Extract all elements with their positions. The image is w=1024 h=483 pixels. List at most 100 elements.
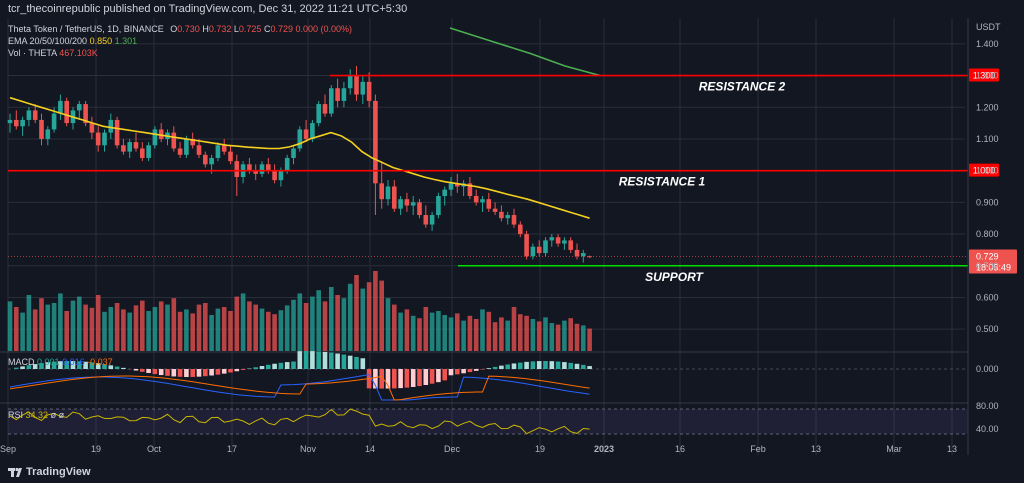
- volume-bar: [455, 313, 460, 351]
- macd-histogram-bar: [196, 369, 202, 377]
- level-price-badge: [969, 68, 999, 82]
- candle-body: [423, 215, 429, 225]
- candle-body: [511, 215, 517, 225]
- candle-body: [89, 123, 95, 133]
- rsi-pane: 80.00 40.00: [0, 401, 999, 435]
- volume-bar: [530, 319, 536, 351]
- volume-bar: [291, 299, 296, 351]
- volume-bar: [297, 293, 303, 351]
- macd-histogram-bar: [26, 365, 32, 369]
- price-tick-label: 1.400: [976, 39, 999, 49]
- level-label: RESISTANCE 2: [699, 80, 786, 94]
- macd-histogram-bar: [436, 369, 441, 383]
- volume-bar: [417, 318, 422, 351]
- volume-bar: [20, 312, 25, 351]
- volume-bar: [247, 301, 252, 351]
- price-tick-label: 1.300: [976, 71, 999, 81]
- volume-bar: [259, 308, 265, 351]
- macd-histogram-bar: [228, 369, 233, 373]
- candle-body: [209, 157, 214, 165]
- candle-body: [39, 119, 44, 139]
- macd-histogram-bar: [480, 369, 485, 370]
- candle-body: [158, 129, 164, 139]
- macd-histogram-bar: [14, 367, 19, 369]
- time-tick-label: Dec: [444, 444, 461, 454]
- candle-body: [58, 100, 63, 114]
- macd-histogram-bar: [379, 369, 384, 389]
- macd-histogram-bar: [536, 361, 542, 369]
- volume-bar: [581, 325, 586, 351]
- volume-bar: [404, 309, 410, 351]
- candle-body: [574, 249, 580, 257]
- macd-histogram-bar: [291, 361, 296, 369]
- candle-body: [146, 145, 151, 158]
- macd-histogram-bar: [505, 364, 510, 369]
- candle-body: [203, 154, 208, 165]
- macd-histogram-bar: [278, 362, 284, 369]
- ema-value-1: 0.850: [89, 36, 113, 46]
- macd-histogram-bar: [102, 364, 107, 369]
- publish-text: tcr_thecoinrepublic published on Trading…: [8, 3, 408, 15]
- candles: [7, 66, 592, 263]
- candle-body: [467, 183, 473, 197]
- volume-bar: [133, 305, 139, 351]
- volume-bar: [347, 283, 353, 351]
- macd-value-3: -0.037: [87, 357, 113, 367]
- volume-bar: [587, 328, 592, 351]
- candle-body: [310, 123, 315, 139]
- ema-legend: EMA 20/50/100/200 0.850 1.301: [8, 36, 137, 47]
- macd-histogram-bar: [121, 367, 126, 369]
- candle-body: [45, 129, 51, 139]
- volume-bar: [385, 298, 391, 351]
- macd-histogram-bar: [114, 366, 120, 369]
- price-unit-label: USDT: [976, 22, 1001, 32]
- macd-histogram-bar: [108, 365, 114, 369]
- time-tick-label: Nov: [300, 444, 317, 454]
- price-tick-label: 0.700: [976, 261, 999, 271]
- publish-header: tcr_thecoinrepublic published on Trading…: [0, 0, 1024, 18]
- volume-bar: [486, 311, 492, 351]
- volume-label: Vol · THETA: [8, 48, 57, 58]
- candle-body: [127, 142, 132, 152]
- price-tick-label: 1.000: [976, 166, 999, 176]
- macd-histogram-bar: [221, 369, 227, 374]
- macd-value-1: 0.001: [37, 357, 60, 367]
- volume-bar: [492, 322, 498, 351]
- volume-bar: [423, 307, 429, 351]
- close-label: C: [263, 24, 271, 34]
- macd-histogram-bar: [404, 369, 410, 388]
- rsi-line: [9, 408, 590, 435]
- candle-body: [354, 75, 359, 95]
- volume-bar: [429, 312, 435, 351]
- macd-histogram-bar: [530, 361, 536, 369]
- macd-histogram-bar: [259, 366, 265, 369]
- macd-histogram-bar: [417, 369, 422, 387]
- volume-bar: [266, 311, 271, 351]
- candle-body: [417, 202, 422, 216]
- candle-body: [95, 132, 101, 146]
- rsi-tick-label: 40.00: [976, 424, 999, 434]
- candle-body: [7, 119, 13, 124]
- candle-body: [266, 164, 271, 171]
- volume-bar: [152, 307, 158, 351]
- signal-line: [9, 375, 590, 401]
- high-label: H: [202, 24, 209, 34]
- candle-body: [152, 129, 158, 146]
- volume-bar: [543, 317, 548, 351]
- volume-bar: [89, 307, 95, 351]
- current-price-badge: [969, 249, 1017, 274]
- volume-bar: [499, 317, 504, 351]
- candle-body: [297, 129, 303, 149]
- candle-body: [140, 148, 145, 158]
- level-price-text: 1.300: [973, 71, 996, 81]
- macd-pane: 0.000: [0, 351, 999, 401]
- candle-body: [486, 199, 492, 209]
- volume-bar: [518, 314, 523, 351]
- volume-bar: [322, 301, 328, 351]
- time-tick-label: Mar: [886, 444, 902, 454]
- volume-bar: [354, 275, 359, 351]
- macd-histogram-bar: [272, 363, 277, 369]
- low-value: 0.725: [238, 24, 262, 34]
- time-axis: Sep 19 Oct 17 Nov 14 Dec 19 2023 16 Feb 13 Mar 13: [0, 444, 957, 454]
